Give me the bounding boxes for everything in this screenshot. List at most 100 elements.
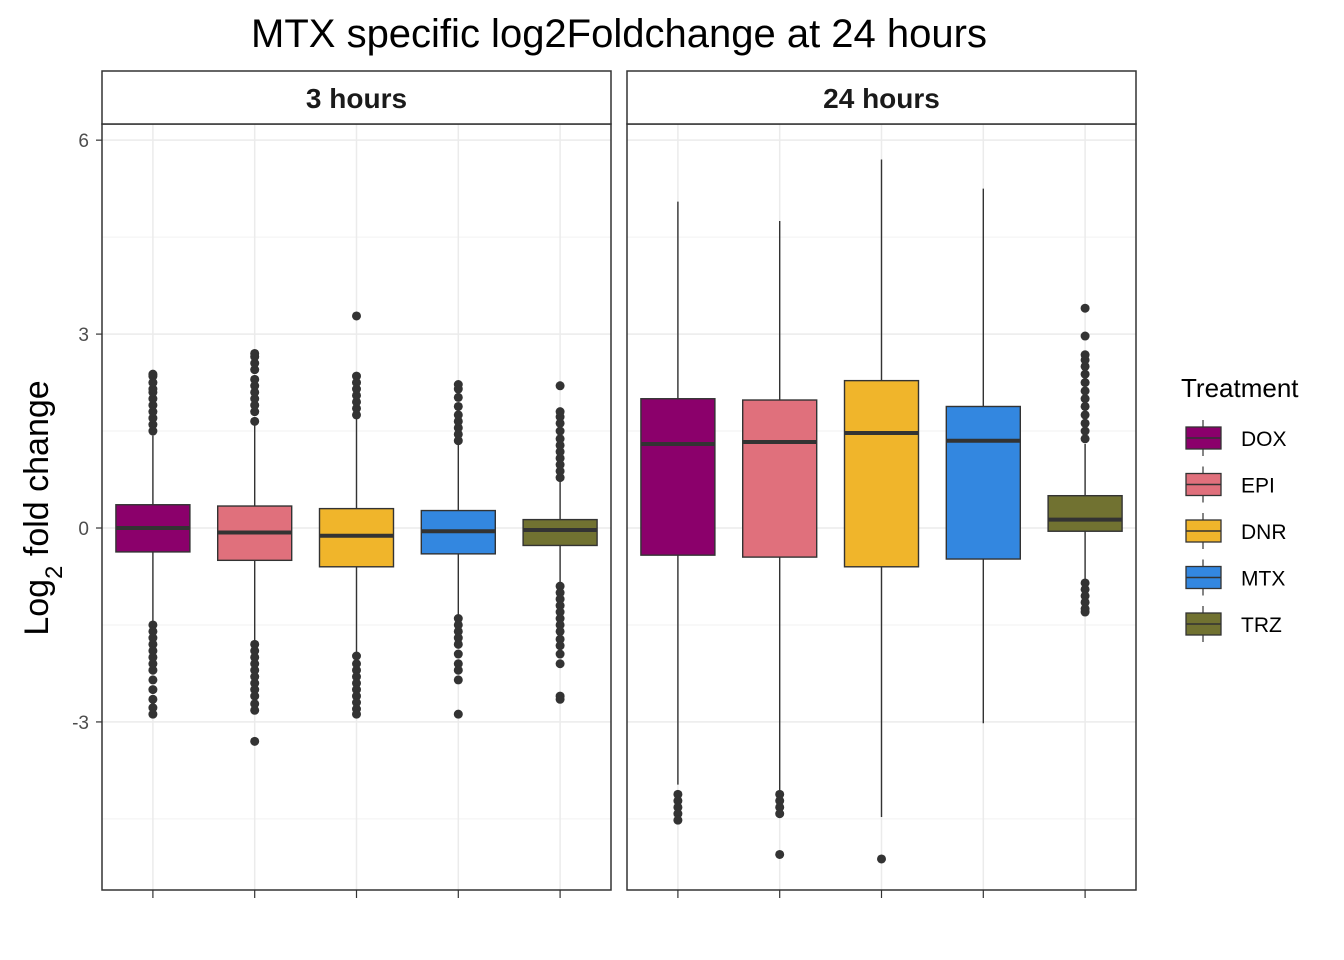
outlier-point [453, 620, 463, 630]
outlier-point [1080, 584, 1090, 594]
outlier-point [453, 639, 463, 649]
outlier-point [1080, 591, 1090, 601]
outlier-point [775, 796, 785, 806]
outlier-point [148, 646, 158, 656]
outlier-point [352, 691, 361, 701]
y-axis-label-rest: fold change [18, 380, 56, 565]
outlier-point [673, 802, 683, 812]
outlier-point [453, 659, 463, 669]
outlier-point [148, 694, 158, 704]
outlier-point [555, 634, 565, 644]
legend-item-trz: TRZ [1185, 606, 1282, 642]
facet-strip-label: 3 hours [306, 83, 407, 114]
outlier-point [250, 374, 260, 384]
outlier-point [555, 601, 565, 611]
outlier-point [453, 392, 463, 402]
facet-panel: 24 hours [626, 70, 1137, 898]
outlier-point [250, 416, 260, 426]
box-body [522, 518, 598, 547]
outlier-point [250, 646, 260, 656]
outlier-point [453, 614, 463, 624]
outlier-point [148, 639, 158, 649]
outlier-point [453, 436, 463, 446]
legend-item-dnr: DNR [1185, 513, 1287, 549]
outlier-point [352, 698, 361, 708]
outlier-point [148, 620, 158, 630]
box-trz [1047, 303, 1123, 617]
legend-item-epi: EPI [1185, 466, 1275, 503]
outlier-point [250, 394, 260, 404]
legend-item-label: TRZ [1241, 614, 1282, 637]
outlier-point [1080, 378, 1090, 388]
outlier-point [250, 685, 260, 695]
outlier-point [352, 378, 361, 388]
outlier-point [250, 699, 260, 709]
outlier-point [555, 594, 565, 604]
legend-item-label: EPI [1241, 475, 1275, 498]
y-tick-label: 0 [78, 519, 89, 540]
outlier-point [1080, 410, 1090, 420]
box-body [843, 379, 920, 568]
outlier-point [250, 691, 260, 701]
outlier-point [555, 641, 565, 651]
outlier-point [148, 665, 158, 675]
box-epi [742, 220, 818, 859]
outlier-point [555, 607, 565, 617]
outlier-point [250, 705, 260, 715]
outlier-point [250, 672, 260, 682]
outlier-point [453, 416, 463, 426]
outlier-point [250, 665, 260, 675]
box-body [1047, 494, 1123, 532]
outlier-point [555, 418, 565, 428]
y-axis-label-main: Log [18, 579, 56, 636]
outlier-point [555, 434, 565, 444]
outlier-point [148, 369, 158, 379]
outlier-point [148, 652, 158, 662]
outlier-point [555, 614, 565, 624]
outlier-point [555, 440, 565, 450]
outlier-point [1080, 331, 1090, 341]
outlier-point [250, 381, 260, 391]
facet-strip [626, 70, 1137, 125]
outlier-point [352, 311, 361, 321]
outlier-point [148, 685, 158, 695]
outlier-point [352, 397, 361, 407]
outlier-point [352, 685, 361, 695]
outlier-point [352, 651, 361, 661]
outlier-point [877, 854, 886, 864]
facet-strip [101, 70, 612, 125]
outlier-point [1080, 597, 1090, 607]
outlier-point [148, 394, 158, 404]
outlier-point [352, 371, 361, 381]
box-mtx [945, 188, 1021, 724]
y-axis-label-subscript: 2 [41, 566, 68, 579]
box-dnr [318, 311, 395, 719]
y-tick-label: 6 [78, 131, 89, 152]
outlier-point [250, 736, 260, 746]
outlier-point [1080, 426, 1090, 436]
box-dox [115, 369, 191, 719]
box-mtx [420, 380, 496, 719]
y-tick-label: -3 [72, 713, 89, 734]
outlier-point [250, 407, 260, 417]
outlier-point [250, 348, 260, 358]
outlier-point [453, 380, 463, 390]
outlier-point [148, 426, 158, 436]
outlier-point [555, 426, 565, 436]
outlier-point [148, 709, 158, 719]
outlier-point [775, 849, 785, 859]
outlier-point [555, 620, 565, 630]
outlier-point [352, 410, 361, 420]
outlier-point [453, 649, 463, 659]
legend-item-label: DNR [1241, 521, 1287, 544]
outlier-point [1080, 578, 1090, 588]
outlier-point [453, 633, 463, 643]
facet-panel: 3 hours [101, 70, 612, 898]
outlier-point [673, 789, 683, 799]
outlier-point [1080, 361, 1090, 371]
outlier-point [250, 387, 260, 397]
outlier-point [555, 447, 565, 457]
legend-title: Treatment [1181, 373, 1299, 403]
outlier-point [352, 403, 361, 413]
outlier-point [555, 466, 565, 476]
